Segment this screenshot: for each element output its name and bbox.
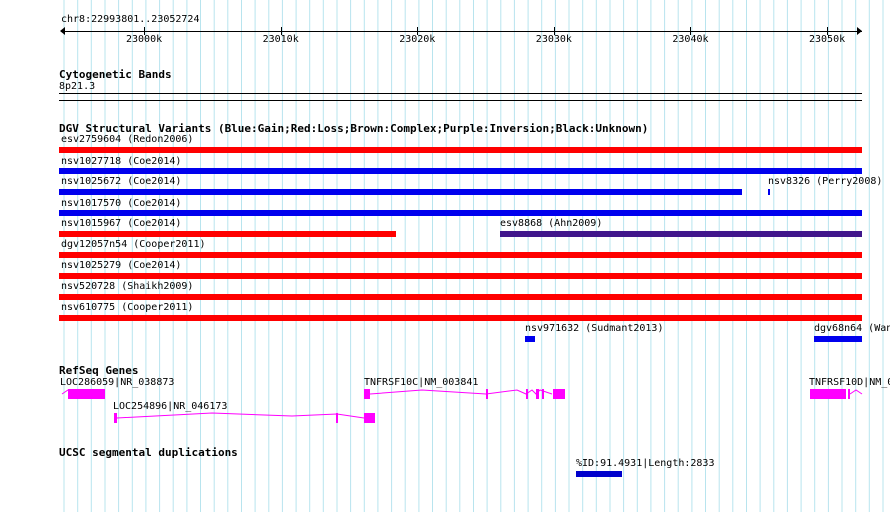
- ruler-tick: [827, 27, 828, 35]
- segdup-track-title: UCSC segmental duplications: [59, 446, 238, 459]
- cytoband-top-line: [59, 93, 862, 94]
- variant-bar-loss[interactable]: [59, 252, 862, 258]
- variant-label[interactable]: nsv1017570 (Coe2014): [61, 198, 182, 209]
- ruler-left-arrow-icon: [60, 27, 65, 35]
- variant-label[interactable]: dgv68n64 (Wan: [814, 323, 890, 334]
- ruler-tick-label: 23010k: [262, 34, 299, 45]
- ruler-tick-label: 23050k: [809, 34, 846, 45]
- variant-bar-gain[interactable]: [814, 336, 862, 342]
- gene-label[interactable]: LOC286059|NR_038873: [60, 377, 175, 388]
- variant-bar-loss[interactable]: [59, 273, 862, 279]
- variant-bar-gain[interactable]: [59, 168, 862, 174]
- variant-label[interactable]: nsv8326 (Perry2008): [768, 176, 883, 187]
- segdup-bar[interactable]: [576, 471, 622, 477]
- variant-bar-loss[interactable]: [59, 147, 862, 153]
- ruler-tick: [144, 27, 145, 35]
- variant-label[interactable]: nsv1025672 (Coe2014): [61, 176, 182, 187]
- variant-bar-gain[interactable]: [59, 210, 862, 216]
- gene-label[interactable]: TNFRSF10C|NM_003841: [364, 377, 479, 388]
- ruler-tick: [690, 27, 692, 35]
- gene-model-loc254896[interactable]: [112, 410, 378, 426]
- variant-bar-loss[interactable]: [59, 231, 396, 237]
- refseq-track-title: RefSeq Genes: [59, 364, 139, 377]
- variant-label[interactable]: esv8868 (Ahn2009): [500, 218, 603, 229]
- segdup-label[interactable]: %ID:91.4931|Length:2833: [576, 458, 715, 469]
- variant-bar-gain[interactable]: [525, 336, 535, 342]
- variant-bar-inversion[interactable]: [500, 231, 862, 237]
- variant-bar-loss[interactable]: [59, 294, 862, 300]
- variant-bar-loss[interactable]: [59, 315, 862, 321]
- variant-label[interactable]: nsv1027718 (Coe2014): [61, 156, 182, 167]
- ruler-tick-label: 23040k: [672, 34, 709, 45]
- variant-bar-gain[interactable]: [768, 189, 770, 195]
- ruler-tick: [553, 27, 555, 35]
- coordinate-range: chr8:22993801..23052724: [61, 14, 200, 25]
- dgv-track-title: DGV Structural Variants (Blue:Gain;Red:L…: [59, 122, 649, 135]
- ruler-tick-label: 23000k: [126, 34, 163, 45]
- ruler-axis: [61, 31, 862, 32]
- variant-label[interactable]: nsv1015967 (Coe2014): [61, 218, 182, 229]
- cytoband-bottom-line: [59, 100, 862, 101]
- gene-model-tnfrsf10d[interactable]: [808, 386, 864, 402]
- gene-model-tnfrsf10c[interactable]: [362, 386, 572, 402]
- cytoband-label: 8p21.3: [59, 81, 96, 92]
- ruler-right-arrow-icon: [857, 27, 862, 35]
- variant-label[interactable]: nsv1025279 (Coe2014): [61, 260, 182, 271]
- gene-model-loc286059[interactable]: [59, 386, 119, 402]
- ruler-tick: [417, 27, 419, 35]
- gene-label[interactable]: TNFRSF10D|NM_0: [809, 377, 890, 388]
- cytoband-track-title: Cytogenetic Bands: [59, 68, 172, 81]
- variant-label[interactable]: dgv12057n54 (Cooper2011): [61, 239, 206, 250]
- variant-label[interactable]: nsv520728 (Shaikh2009): [61, 281, 194, 292]
- ruler-tick-label: 23030k: [535, 34, 572, 45]
- ruler-tick: [280, 27, 282, 35]
- variant-label[interactable]: nsv971632 (Sudmant2013): [525, 323, 664, 334]
- ruler-tick-label: 23020k: [399, 34, 436, 45]
- gene-label[interactable]: LOC254896|NR_046173: [113, 401, 228, 412]
- variant-bar-gain[interactable]: [59, 189, 742, 195]
- variant-label[interactable]: nsv610775 (Cooper2011): [61, 302, 194, 313]
- variant-label[interactable]: esv2759604 (Redon2006): [61, 134, 194, 145]
